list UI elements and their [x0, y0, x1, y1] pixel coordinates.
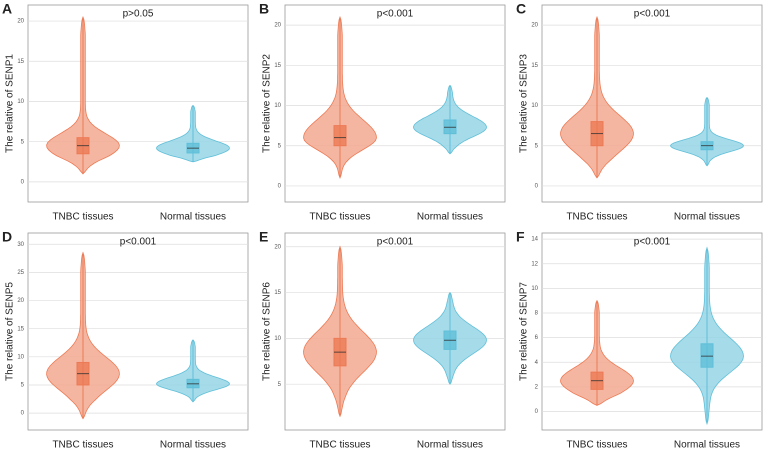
y-tick-label: 15 [17, 59, 24, 65]
y-axis-label: The relative of SENP1 [5, 54, 16, 153]
y-tick-label: 5 [21, 139, 25, 145]
panel-letter: C [516, 1, 526, 17]
y-axis-label: The relative of SENP2 [262, 54, 273, 153]
box [443, 119, 457, 135]
p-value: p<0.001 [634, 9, 671, 20]
x-tick-label: TNBC tissues [309, 440, 370, 451]
plot-frame [284, 232, 506, 431]
y-tick-label: 5 [535, 143, 539, 149]
panel: 0 5 10 15 20 The relative of SENP2 p<0.001 B TNB… [259, 1, 506, 223]
y-tick-label: 0 [21, 411, 25, 417]
y-tick-label: 0 [278, 183, 282, 189]
x-tick-label: TNBC tissues [566, 212, 627, 223]
x-tick-label: TNBC tissues [52, 212, 113, 223]
y-tick-label: 10 [274, 103, 281, 109]
panel: 5 10 15 20 The relative of SENP6 p<0.001 E TNBC… [259, 229, 506, 451]
y-tick-label: 0 [21, 179, 25, 185]
y-tick-label: 20 [531, 23, 538, 29]
y-tick-label: 6 [535, 335, 539, 341]
y-axis-label: The relative of SENP3 [519, 54, 530, 153]
y-tick-label: 15 [531, 63, 538, 69]
p-value: p<0.001 [377, 9, 414, 20]
y-tick-label: 14 [531, 237, 538, 243]
panel-letter: F [516, 229, 525, 245]
plot-frame [541, 232, 763, 431]
y-tick-label: 10 [17, 354, 24, 360]
y-tick-label: 30 [17, 242, 24, 248]
y-tick-label: 20 [17, 19, 24, 25]
panel: 0 2 4 6 8 10 12 14 The relative of SENP7 p<0.001 F… [516, 229, 763, 451]
x-tick-label: Normal tissues [160, 212, 226, 223]
y-tick-label: 0 [535, 183, 539, 189]
y-tick-label: 15 [274, 290, 281, 296]
y-tick-label: 5 [278, 382, 282, 388]
plot-frame [27, 4, 249, 203]
panel-letter: A [2, 1, 12, 17]
x-tick-label: TNBC tissues [309, 212, 370, 223]
y-tick-label: 20 [274, 23, 281, 29]
plot-frame [284, 4, 506, 203]
y-tick-label: 15 [274, 63, 281, 69]
box [700, 343, 714, 368]
y-tick-label: 2 [535, 384, 539, 390]
y-tick-label: 5 [21, 383, 25, 389]
x-tick-label: TNBC tissues [52, 440, 113, 451]
x-tick-label: Normal tissues [160, 440, 226, 451]
y-tick-label: 4 [535, 360, 539, 366]
p-value: p<0.001 [377, 237, 414, 248]
panel: 0 5 10 15 20 25 30 The relative of SENP5 p<0.001… [2, 229, 249, 451]
panel-letter: D [2, 229, 12, 245]
panel-letter: B [259, 1, 269, 17]
plot-frame [541, 4, 763, 203]
y-tick-label: 25 [17, 270, 24, 276]
y-tick-label: 10 [17, 99, 24, 105]
y-tick-label: 8 [535, 311, 539, 317]
y-axis-label: The relative of SENP7 [519, 282, 530, 381]
x-tick-label: TNBC tissues [566, 440, 627, 451]
y-axis-label: The relative of SENP6 [262, 282, 273, 381]
plot-frame [27, 232, 249, 431]
p-value: p>0.05 [123, 9, 154, 20]
x-tick-label: Normal tissues [674, 212, 740, 223]
y-tick-label: 20 [274, 244, 281, 250]
panel: 0 5 10 15 20 The relative of SENP1 p>0.05 A TNBC… [2, 1, 249, 223]
y-tick-label: 10 [274, 336, 281, 342]
y-tick-label: 12 [531, 261, 538, 267]
y-tick-label: 5 [278, 143, 282, 149]
y-tick-label: 10 [531, 103, 538, 109]
y-tick-label: 10 [531, 286, 538, 292]
y-axis-label: The relative of SENP5 [5, 282, 16, 381]
y-tick-label: 0 [535, 409, 539, 415]
y-tick-label: 20 [17, 298, 24, 304]
panel-letter: E [259, 229, 268, 245]
p-value: p<0.001 [120, 237, 157, 248]
p-value: p<0.001 [634, 237, 671, 248]
x-tick-label: Normal tissues [674, 440, 740, 451]
y-tick-label: 15 [17, 326, 24, 332]
box [333, 125, 347, 147]
panel: 0 5 10 15 20 The relative of SENP3 p<0.001 C TNB… [516, 1, 763, 223]
x-tick-label: Normal tissues [417, 440, 483, 451]
x-tick-label: Normal tissues [417, 212, 483, 223]
